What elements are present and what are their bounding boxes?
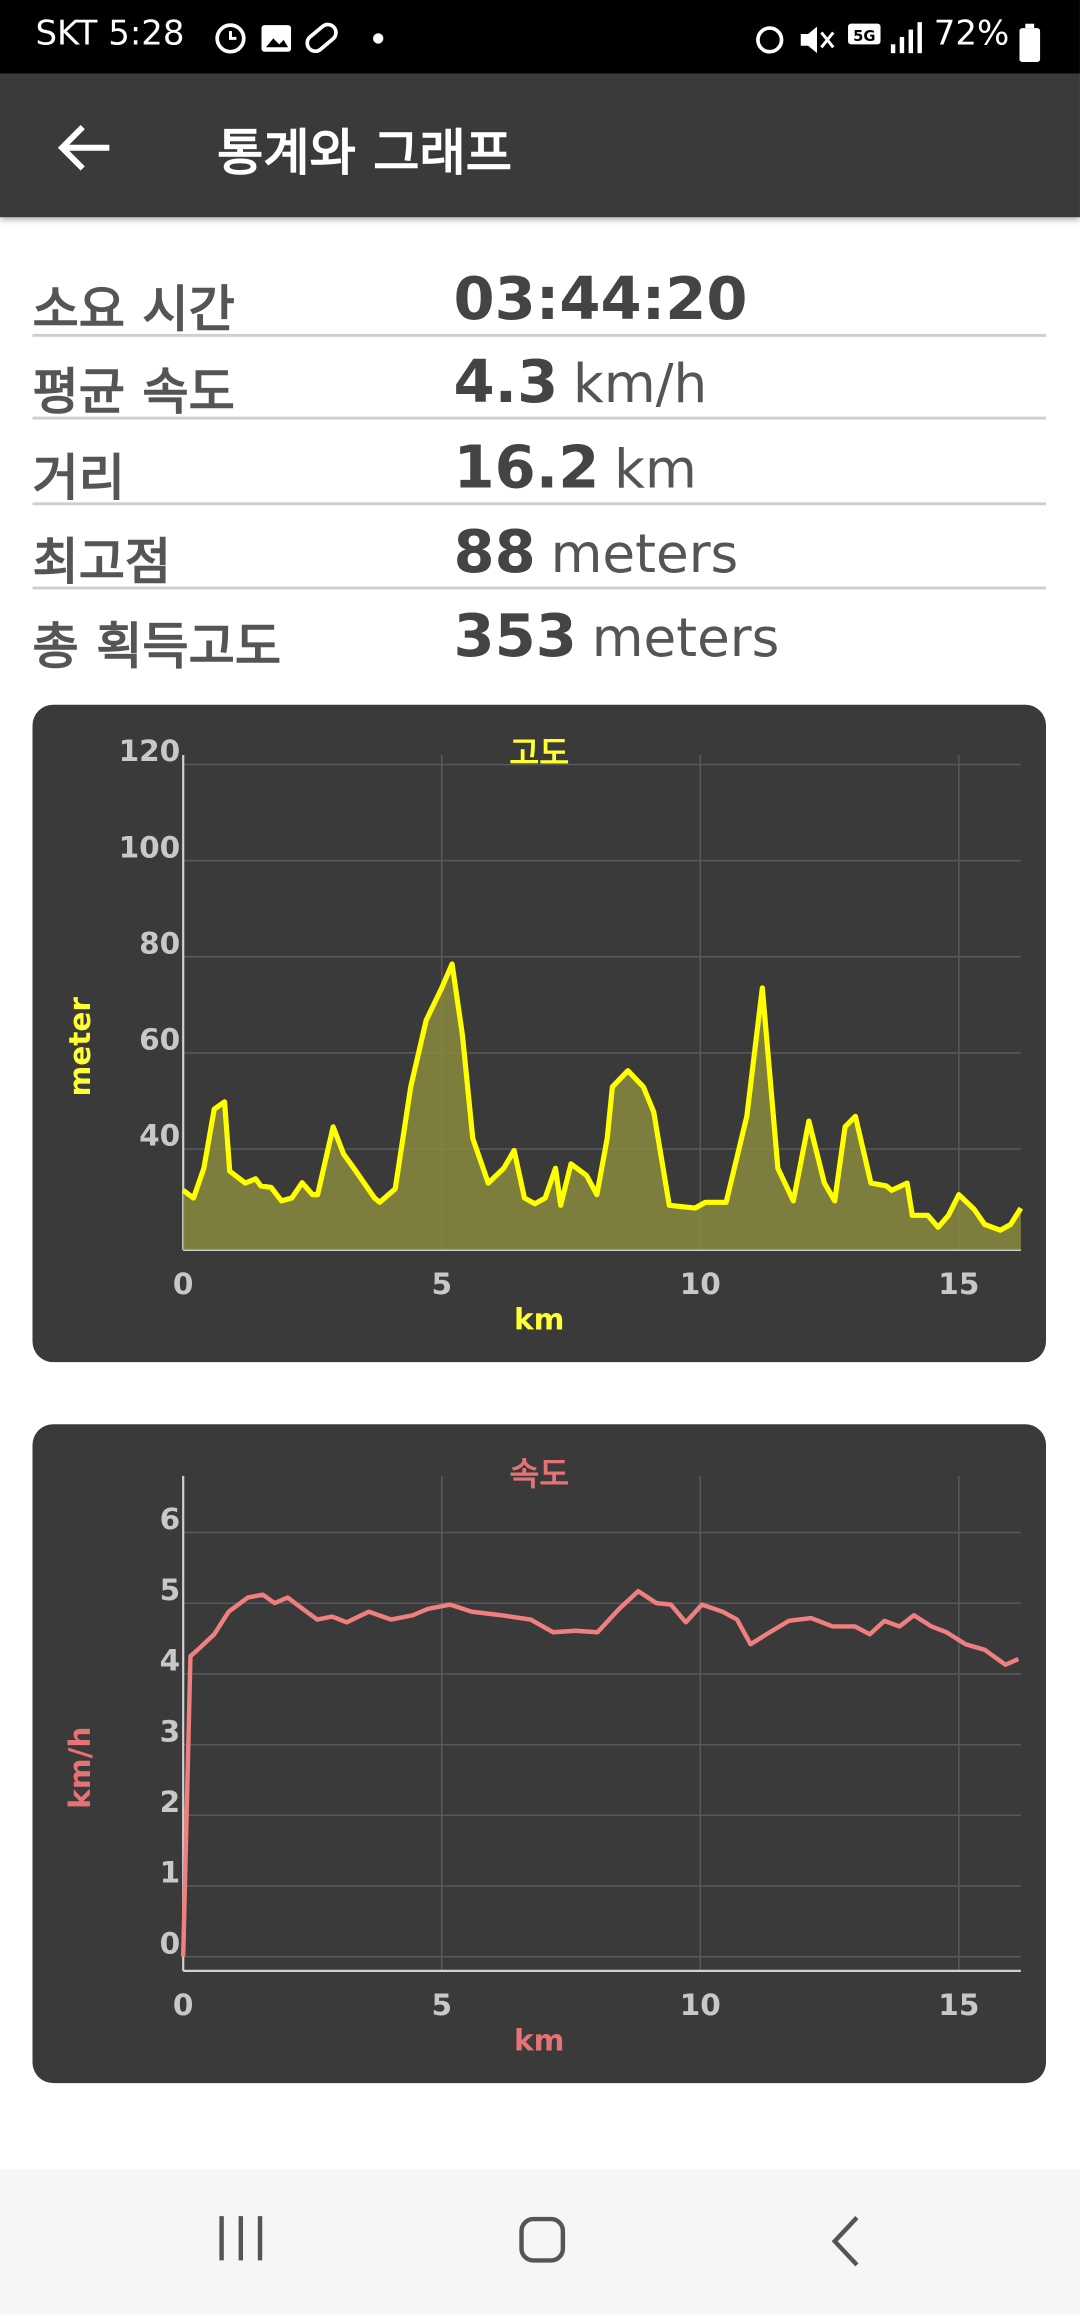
row-divider <box>32 586 1046 590</box>
stat-value: 88 meters <box>454 519 739 587</box>
x-tick-label: 5 <box>431 1267 452 1301</box>
stat-value: 4.3 km/h <box>454 349 708 417</box>
status-bar: SKT 5:28 5G 72% <box>0 0 1080 74</box>
app-title: 통계와 그래프 <box>217 124 512 184</box>
y-tick-label: 100 <box>119 830 181 864</box>
back-button[interactable] <box>56 121 115 174</box>
stat-unit: km/h <box>573 354 708 416</box>
row-divider <box>32 333 1046 337</box>
chart-card <box>32 1424 1046 2084</box>
chart-card <box>32 704 1046 1363</box>
x-tick-label: 15 <box>938 1267 979 1301</box>
x-tick-label: 10 <box>680 1267 721 1301</box>
x-tick-label: 0 <box>173 1988 194 2022</box>
battery-icon <box>1019 23 1041 63</box>
battery-level: 72% <box>933 14 1010 54</box>
navigation-bar <box>0 2168 1080 2316</box>
recent-apps-button[interactable] <box>214 2213 273 2266</box>
stat-value: 03:44:20 <box>454 266 748 334</box>
chart-title: 속도 <box>509 1455 569 1493</box>
back-nav-button[interactable] <box>827 2215 871 2268</box>
stat-unit: meters <box>591 608 780 670</box>
stat-label: 거리 <box>32 449 125 509</box>
status-icons-left <box>215 22 384 54</box>
x-tick-label: 5 <box>431 1988 452 2022</box>
y-tick-label: 40 <box>139 1119 180 1153</box>
x-tick-label: 15 <box>938 1988 979 2022</box>
stat-label: 소요 시간 <box>32 280 235 340</box>
stat-unit: meters <box>550 524 739 586</box>
line <box>180 1588 1020 1957</box>
y-tick-label: 0 <box>160 1926 181 1960</box>
y-tick-label: 2 <box>160 1785 181 1819</box>
y-tick-label: 60 <box>139 1023 180 1057</box>
y-axis-label: meter <box>63 997 97 1097</box>
y-tick-label: 6 <box>160 1502 181 1536</box>
stat-label: 최고점 <box>32 533 172 593</box>
y-tick-label: 3 <box>160 1714 181 1748</box>
stat-label: 총 획득고도 <box>32 617 282 677</box>
app-bar <box>0 73 1080 218</box>
stat-value: 353 meters <box>454 603 780 671</box>
status-icons-right: 5G <box>756 22 922 54</box>
stat-number: 03:44:20 <box>453 265 748 334</box>
row-divider <box>32 502 1046 506</box>
area-line <box>181 961 1024 1233</box>
stat-value: 16.2 km <box>454 434 697 502</box>
stat-number: 88 <box>453 518 536 587</box>
stat-number: 16.2 <box>453 434 600 503</box>
y-tick-label: 80 <box>139 926 180 960</box>
stat-unit: km <box>614 440 697 501</box>
y-tick-label: 4 <box>160 1644 181 1678</box>
chart-title: 고도 <box>509 734 569 772</box>
x-axis-label: km <box>514 1302 564 1336</box>
x-tick-label: 0 <box>173 1267 194 1301</box>
stat-label: 평균 속도 <box>32 363 235 423</box>
home-button[interactable] <box>517 2215 570 2268</box>
y-tick-label: 1 <box>160 1856 181 1890</box>
stat-number: 353 <box>453 602 577 671</box>
area-fill <box>183 964 1021 1250</box>
network-type: 5G <box>853 28 875 45</box>
y-tick-label: 120 <box>119 734 181 768</box>
y-axis-label: km/h <box>63 1727 97 1809</box>
y-tick-label: 5 <box>160 1573 181 1607</box>
stat-number: 4.3 <box>453 348 559 417</box>
carrier-time: SKT 5:28 <box>35 14 185 54</box>
x-tick-label: 10 <box>680 1988 721 2022</box>
x-axis-label: km <box>514 2023 564 2057</box>
row-divider <box>32 416 1046 420</box>
